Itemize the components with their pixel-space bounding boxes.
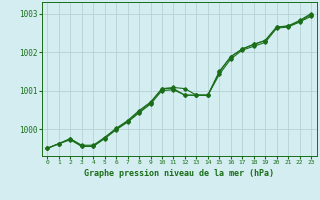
X-axis label: Graphe pression niveau de la mer (hPa): Graphe pression niveau de la mer (hPa) [84, 169, 274, 178]
